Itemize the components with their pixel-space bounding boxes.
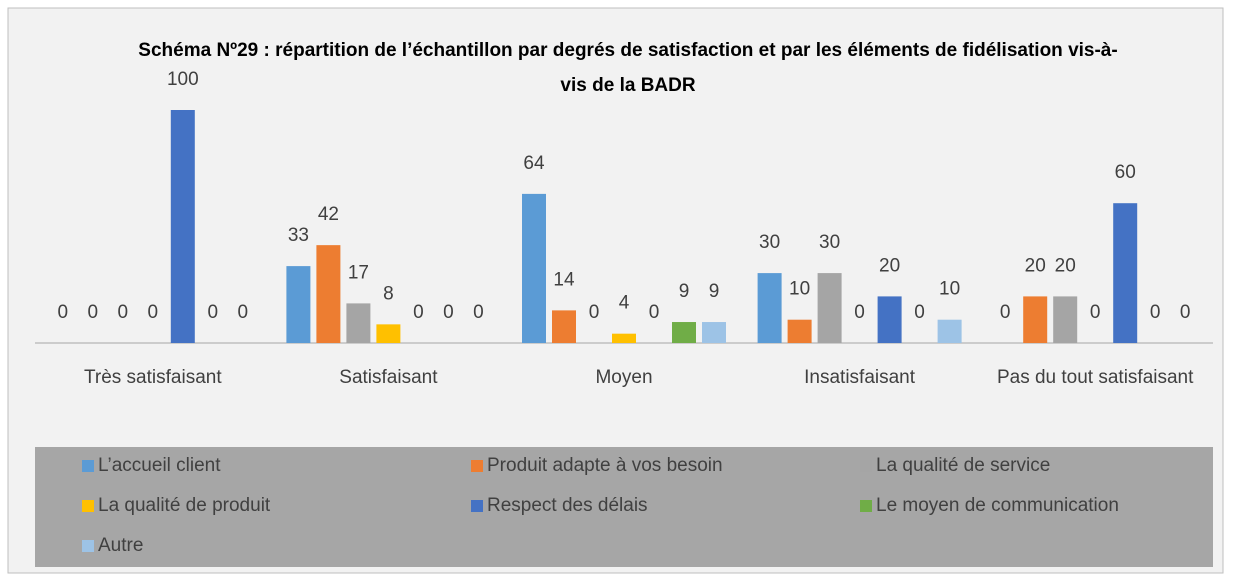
data-label: 0	[914, 302, 925, 323]
legend-swatch	[471, 460, 483, 472]
bar	[1053, 296, 1078, 343]
legend-label: La qualité de produit	[98, 495, 271, 516]
data-label: 0	[1180, 302, 1191, 323]
bar	[787, 319, 812, 343]
data-label: 20	[879, 255, 900, 276]
data-label: 0	[1090, 302, 1101, 323]
data-label: 9	[679, 281, 690, 302]
bar	[757, 273, 782, 343]
data-label: 10	[789, 279, 810, 300]
data-label: 20	[1055, 255, 1076, 276]
bar	[316, 245, 341, 343]
data-label: 0	[649, 302, 660, 323]
data-label: 30	[819, 232, 840, 253]
data-label: 20	[1025, 255, 1046, 276]
data-label: 8	[383, 283, 394, 304]
legend-label: L’accueil client	[98, 455, 221, 476]
data-label: 0	[88, 302, 99, 323]
bar	[522, 193, 546, 343]
legend-swatch	[471, 500, 483, 512]
chart-title: Schéma Nº29 : répartition de l’échantill…	[138, 40, 1118, 96]
bar	[612, 333, 636, 343]
legend-box	[35, 447, 1213, 567]
data-label: 0	[443, 302, 454, 323]
data-label: 0	[208, 302, 219, 323]
data-label: 60	[1115, 162, 1136, 183]
bar	[376, 324, 401, 343]
bar	[702, 322, 726, 343]
x-tick-label: Insatisfaisant	[804, 367, 916, 388]
bar	[286, 266, 311, 343]
bar	[937, 319, 962, 343]
bar	[877, 296, 902, 343]
x-tick-label: Satisfaisant	[339, 367, 438, 388]
data-label: 64	[523, 153, 545, 174]
data-label: 0	[1150, 302, 1161, 323]
legend-swatch	[860, 460, 872, 472]
legend-label: La qualité de service	[876, 455, 1050, 476]
bar	[1023, 296, 1048, 343]
data-label: 0	[148, 302, 159, 323]
bar	[346, 303, 371, 343]
legend-label: Produit adapte à vos besoin	[487, 455, 723, 476]
data-label: 0	[854, 302, 865, 323]
data-label: 9	[709, 281, 720, 302]
legend-swatch	[860, 500, 872, 512]
data-label: 30	[759, 232, 780, 253]
x-tick-label: Très satisfaisant	[83, 367, 222, 388]
data-label: 33	[288, 225, 309, 246]
bar	[552, 310, 576, 343]
legend-label: Autre	[98, 535, 143, 556]
x-tick-label: Moyen	[595, 367, 653, 388]
data-label: 14	[553, 269, 575, 290]
data-label: 0	[1000, 302, 1011, 323]
bar	[672, 322, 696, 343]
legend-swatch	[82, 460, 94, 472]
x-tick-label: Pas du tout satisfaisant	[996, 367, 1194, 388]
bar	[170, 110, 195, 343]
legend-label: Le moyen de communication	[876, 495, 1119, 516]
data-label: 0	[58, 302, 69, 323]
data-label: 100	[167, 69, 199, 90]
bar	[1113, 203, 1138, 343]
legend-swatch	[82, 540, 94, 552]
data-label: 17	[348, 262, 369, 283]
data-label: 0	[413, 302, 424, 323]
data-label: 42	[318, 204, 339, 225]
legend-swatch	[82, 500, 94, 512]
bar	[817, 273, 842, 343]
data-label: 4	[619, 293, 630, 314]
data-label: 10	[939, 279, 960, 300]
data-label: 0	[473, 302, 484, 323]
data-label: 0	[238, 302, 249, 323]
data-label: 0	[589, 302, 600, 323]
legend-label: Respect des délais	[487, 495, 648, 516]
data-label: 0	[118, 302, 129, 323]
